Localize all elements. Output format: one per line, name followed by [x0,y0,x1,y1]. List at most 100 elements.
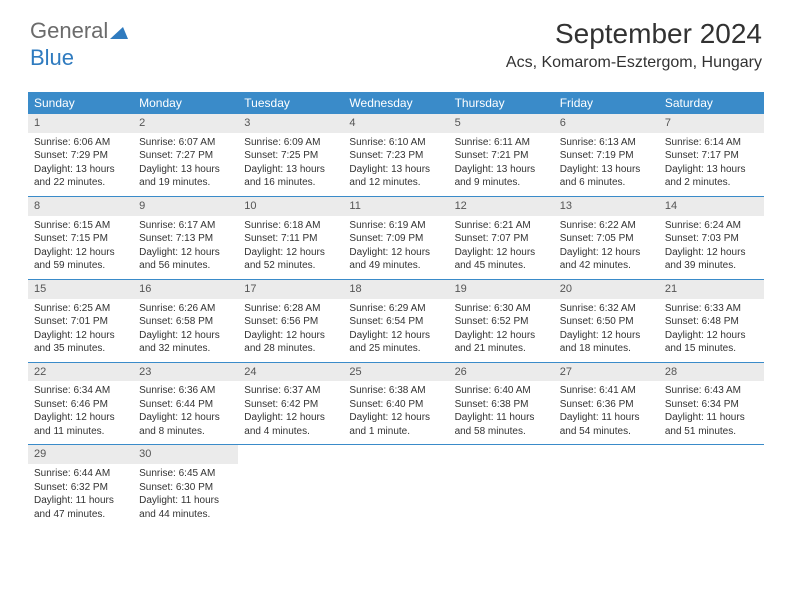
day-info: Sunrise: 6:22 AMSunset: 7:05 PMDaylight:… [554,219,659,273]
day-number: 26 [449,363,554,382]
weeks-container: 1Sunrise: 6:06 AMSunset: 7:29 PMDaylight… [28,114,764,527]
day-number: 13 [554,197,659,216]
daylight-text: Daylight: 12 hours [244,246,337,260]
calendar-cell: 25Sunrise: 6:38 AMSunset: 6:40 PMDayligh… [343,363,448,445]
sunrise-text: Sunrise: 6:09 AM [244,136,337,150]
calendar-cell: 17Sunrise: 6:28 AMSunset: 6:56 PMDayligh… [238,280,343,362]
dayname-sat: Saturday [659,92,764,114]
daylight-text: Daylight: 13 hours [560,163,653,177]
day-number: 30 [133,445,238,464]
calendar-cell: 15Sunrise: 6:25 AMSunset: 7:01 PMDayligh… [28,280,133,362]
day-info: Sunrise: 6:09 AMSunset: 7:25 PMDaylight:… [238,136,343,190]
day-number: 8 [28,197,133,216]
calendar-cell: 20Sunrise: 6:32 AMSunset: 6:50 PMDayligh… [554,280,659,362]
calendar-cell: 14Sunrise: 6:24 AMSunset: 7:03 PMDayligh… [659,197,764,279]
day-info: Sunrise: 6:28 AMSunset: 6:56 PMDaylight:… [238,302,343,356]
daylight-text: and 56 minutes. [139,259,232,273]
sunset-text: Sunset: 6:48 PM [665,315,758,329]
day-number: 4 [343,114,448,133]
sunset-text: Sunset: 6:38 PM [455,398,548,412]
sunrise-text: Sunrise: 6:07 AM [139,136,232,150]
week-row: 22Sunrise: 6:34 AMSunset: 6:46 PMDayligh… [28,363,764,446]
sunset-text: Sunset: 7:07 PM [455,232,548,246]
daylight-text: Daylight: 13 hours [665,163,758,177]
sunrise-text: Sunrise: 6:13 AM [560,136,653,150]
daylight-text: and 35 minutes. [34,342,127,356]
calendar-cell: 12 Sunrise: 6:21 AMSunset: 7:07 PMDayligh… [449,197,554,279]
daylight-text: and 42 minutes. [560,259,653,273]
dayname-row: Sunday Monday Tuesday Wednesday Thursday… [28,92,764,114]
calendar-cell: 19Sunrise: 6:30 AMSunset: 6:52 PMDayligh… [449,280,554,362]
day-info: Sunrise: 6:37 AMSunset: 6:42 PMDaylight:… [238,384,343,438]
daylight-text: Daylight: 12 hours [665,329,758,343]
calendar-cell [659,445,764,527]
sunset-text: Sunset: 7:15 PM [34,232,127,246]
daylight-text: and 52 minutes. [244,259,337,273]
sunrise-text: Sunrise: 6:22 AM [560,219,653,233]
sunset-text: Sunset: 7:17 PM [665,149,758,163]
sunset-text: Sunset: 7:03 PM [665,232,758,246]
week-row: 15Sunrise: 6:25 AMSunset: 7:01 PMDayligh… [28,280,764,363]
daylight-text: and 28 minutes. [244,342,337,356]
calendar-cell: 4 Sunrise: 6:10 AMSunset: 7:23 PMDaylight… [343,114,448,196]
calendar-cell [238,445,343,527]
daylight-text: Daylight: 12 hours [34,411,127,425]
sunset-text: Sunset: 6:34 PM [665,398,758,412]
daylight-text: and 54 minutes. [560,425,653,439]
sunset-text: Sunset: 7:09 PM [349,232,442,246]
sunrise-text: Sunrise: 6:30 AM [455,302,548,316]
sunset-text: Sunset: 6:36 PM [560,398,653,412]
calendar-cell [449,445,554,527]
daylight-text: Daylight: 13 hours [139,163,232,177]
sunrise-text: Sunrise: 6:11 AM [455,136,548,150]
daylight-text: Daylight: 12 hours [455,329,548,343]
day-info: Sunrise: 6:18 AMSunset: 7:11 PMDaylight:… [238,219,343,273]
calendar-cell: 11Sunrise: 6:19 AMSunset: 7:09 PMDayligh… [343,197,448,279]
dayname-sun: Sunday [28,92,133,114]
dayname-fri: Friday [554,92,659,114]
logo-word1: General [30,18,108,43]
sunrise-text: Sunrise: 6:37 AM [244,384,337,398]
calendar-cell: 9Sunrise: 6:17 AMSunset: 7:13 PMDaylight… [133,197,238,279]
day-info: Sunrise: 6:26 AMSunset: 6:58 PMDaylight:… [133,302,238,356]
day-info: Sunrise: 6:06 AMSunset: 7:29 PMDaylight:… [28,136,133,190]
sunrise-text: Sunrise: 6:15 AM [34,219,127,233]
sunrise-text: Sunrise: 6:36 AM [139,384,232,398]
day-number: 23 [133,363,238,382]
sunrise-text: Sunrise: 6:40 AM [455,384,548,398]
day-number: 24 [238,363,343,382]
sunset-text: Sunset: 6:44 PM [139,398,232,412]
daylight-text: Daylight: 11 hours [139,494,232,508]
daylight-text: and 39 minutes. [665,259,758,273]
daylight-text: and 49 minutes. [349,259,442,273]
day-number: 28 [659,363,764,382]
calendar-cell: 18Sunrise: 6:29 AMSunset: 6:54 PMDayligh… [343,280,448,362]
sunset-text: Sunset: 6:32 PM [34,481,127,495]
calendar-cell: 8Sunrise: 6:15 AMSunset: 7:15 PMDaylight… [28,197,133,279]
header-right: September 2024 Acs, Komarom-Esztergom, H… [506,18,762,72]
sunrise-text: Sunrise: 6:41 AM [560,384,653,398]
day-number: 6 [554,114,659,133]
sunrise-text: Sunrise: 6:21 AM [455,219,548,233]
sunset-text: Sunset: 7:19 PM [560,149,653,163]
daylight-text: and 51 minutes. [665,425,758,439]
day-number: 7 [659,114,764,133]
sunrise-text: Sunrise: 6:38 AM [349,384,442,398]
day-info: Sunrise: 6:30 AMSunset: 6:52 PMDaylight:… [449,302,554,356]
day-number: 12 [449,197,554,216]
location-text: Acs, Komarom-Esztergom, Hungary [506,54,762,72]
daylight-text: Daylight: 13 hours [455,163,548,177]
dayname-tue: Tuesday [238,92,343,114]
day-info: Sunrise: 6:21 AMSunset: 7:07 PMDaylight:… [449,219,554,273]
sunrise-text: Sunrise: 6:32 AM [560,302,653,316]
day-number: 27 [554,363,659,382]
sunrise-text: Sunrise: 6:28 AM [244,302,337,316]
calendar-cell: 10Sunrise: 6:18 AMSunset: 7:11 PMDayligh… [238,197,343,279]
daylight-text: and 8 minutes. [139,425,232,439]
sunset-text: Sunset: 6:30 PM [139,481,232,495]
day-info: Sunrise: 6:10 AMSunset: 7:23 PMDaylight:… [343,136,448,190]
page-title: September 2024 [506,18,762,50]
daylight-text: Daylight: 12 hours [139,411,232,425]
day-info: Sunrise: 6:17 AMSunset: 7:13 PMDaylight:… [133,219,238,273]
day-info: Sunrise: 6:43 AMSunset: 6:34 PMDaylight:… [659,384,764,438]
